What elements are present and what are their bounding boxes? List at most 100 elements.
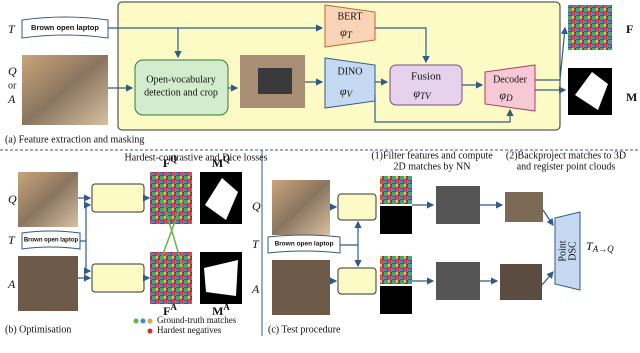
bert-block bbox=[324, 4, 376, 48]
arrow bbox=[535, 26, 569, 81]
features-label: F bbox=[626, 22, 633, 36]
caption: (b) Optimisation bbox=[5, 324, 71, 335]
decoder-label: Decoder bbox=[493, 74, 528, 85]
legend-label: Ground-truth matches bbox=[157, 315, 237, 325]
match-image bbox=[436, 262, 480, 300]
subscript: D bbox=[505, 93, 513, 103]
query-var: Q bbox=[252, 199, 261, 213]
shape bbox=[159, 199, 184, 263]
symbol: φ bbox=[340, 25, 347, 39]
prompt: Brown open laptop bbox=[24, 238, 79, 244]
point-cloud bbox=[505, 192, 543, 222]
superscript: Q bbox=[170, 154, 177, 164]
match-image bbox=[436, 186, 480, 224]
prompt-banner bbox=[267, 234, 341, 254]
base: F bbox=[163, 304, 170, 318]
arrow bbox=[80, 201, 92, 242]
bert-symbol: φT bbox=[340, 25, 353, 40]
dsc-label: DSC bbox=[567, 241, 578, 261]
arrow bbox=[542, 209, 554, 226]
anchor-photo bbox=[18, 256, 78, 311]
anchor-photo bbox=[272, 260, 330, 315]
dino-label: DINO bbox=[338, 66, 363, 77]
mask-shape bbox=[575, 72, 608, 110]
detect-label: detection and crop bbox=[144, 87, 218, 98]
prompt: Brown open laptop bbox=[275, 241, 334, 248]
symbol: φ bbox=[499, 88, 506, 102]
detect-label: Open-vocabulary bbox=[146, 74, 215, 85]
base: M bbox=[212, 156, 223, 170]
feature-map bbox=[150, 252, 192, 304]
feature-map bbox=[568, 5, 612, 50]
model-box bbox=[337, 193, 377, 221]
model-box bbox=[91, 183, 145, 213]
subscript: A→Q bbox=[592, 244, 614, 254]
symbol: φ bbox=[413, 86, 420, 100]
dino-symbol: φV bbox=[340, 84, 354, 99]
point-cloud bbox=[500, 264, 542, 300]
crop-laptop bbox=[258, 68, 292, 94]
shape bbox=[140, 318, 146, 324]
bert-label: BERT bbox=[338, 11, 363, 22]
query-var: Q bbox=[8, 64, 17, 78]
base: T bbox=[586, 239, 594, 253]
decoder-block bbox=[484, 64, 536, 112]
anchor-var: A bbox=[7, 277, 16, 291]
arrows bbox=[108, 24, 569, 123]
features-q-label: FQ bbox=[163, 154, 177, 170]
base: M bbox=[212, 304, 223, 318]
symbol: φ bbox=[340, 84, 347, 98]
features-a-label: FA bbox=[163, 302, 177, 318]
model-box bbox=[337, 267, 377, 295]
subscript: V bbox=[347, 89, 354, 99]
anchor-var: A bbox=[7, 92, 16, 106]
transform-label: TA→Q bbox=[586, 239, 614, 254]
arrow bbox=[375, 27, 430, 64]
arrow bbox=[374, 95, 514, 123]
model-box bbox=[91, 263, 145, 293]
feature-map bbox=[150, 172, 192, 224]
prompt: Brown open laptop bbox=[31, 23, 99, 32]
fusion-symbol: φTV bbox=[413, 86, 432, 101]
step-label: (2)Backproject matches to 3D bbox=[506, 150, 626, 161]
feature-map bbox=[380, 176, 412, 204]
mask-label: M bbox=[626, 90, 637, 104]
superscript: A bbox=[223, 302, 230, 312]
mask-shape bbox=[204, 260, 238, 296]
fusion-label: Fusion bbox=[411, 71, 441, 83]
legend-dots bbox=[133, 318, 153, 334]
step-label: and register point clouds bbox=[517, 161, 616, 172]
mask-shape bbox=[205, 178, 238, 220]
text-var: T bbox=[8, 233, 16, 247]
subscript: T bbox=[347, 30, 353, 40]
mask-image bbox=[380, 206, 412, 234]
mask-a-label: MA bbox=[212, 302, 230, 318]
mask-q-label: MQ bbox=[212, 154, 230, 170]
subscript: TV bbox=[420, 91, 432, 101]
step-label: (1)Filter features and compute bbox=[371, 150, 493, 161]
or: or bbox=[8, 80, 17, 91]
mask-image bbox=[380, 286, 412, 314]
query-var: Q bbox=[8, 192, 17, 206]
step-label: 2D matches by NN bbox=[394, 161, 471, 172]
text-var: T bbox=[252, 237, 260, 251]
superscript: Q bbox=[223, 154, 230, 164]
anchor-var: A bbox=[251, 282, 260, 296]
dsc-label: Point bbox=[557, 240, 568, 261]
legend-label: Hardest negatives bbox=[157, 325, 222, 335]
shape bbox=[133, 318, 139, 324]
shape bbox=[147, 328, 153, 334]
prompt-banner bbox=[21, 16, 109, 39]
query-photo bbox=[18, 172, 78, 227]
arrow bbox=[541, 271, 554, 286]
losses-title: Hardest-contrastive and Dice losses bbox=[124, 152, 267, 163]
matches bbox=[159, 191, 184, 269]
decoder-symbol: φD bbox=[499, 88, 513, 103]
superscript: A bbox=[170, 302, 177, 312]
input-photo bbox=[22, 55, 108, 125]
caption: (a) Feature extraction and masking bbox=[5, 134, 144, 145]
query-photo bbox=[272, 180, 330, 235]
feature-map bbox=[380, 256, 412, 284]
shape bbox=[147, 318, 153, 324]
base: F bbox=[163, 156, 170, 170]
